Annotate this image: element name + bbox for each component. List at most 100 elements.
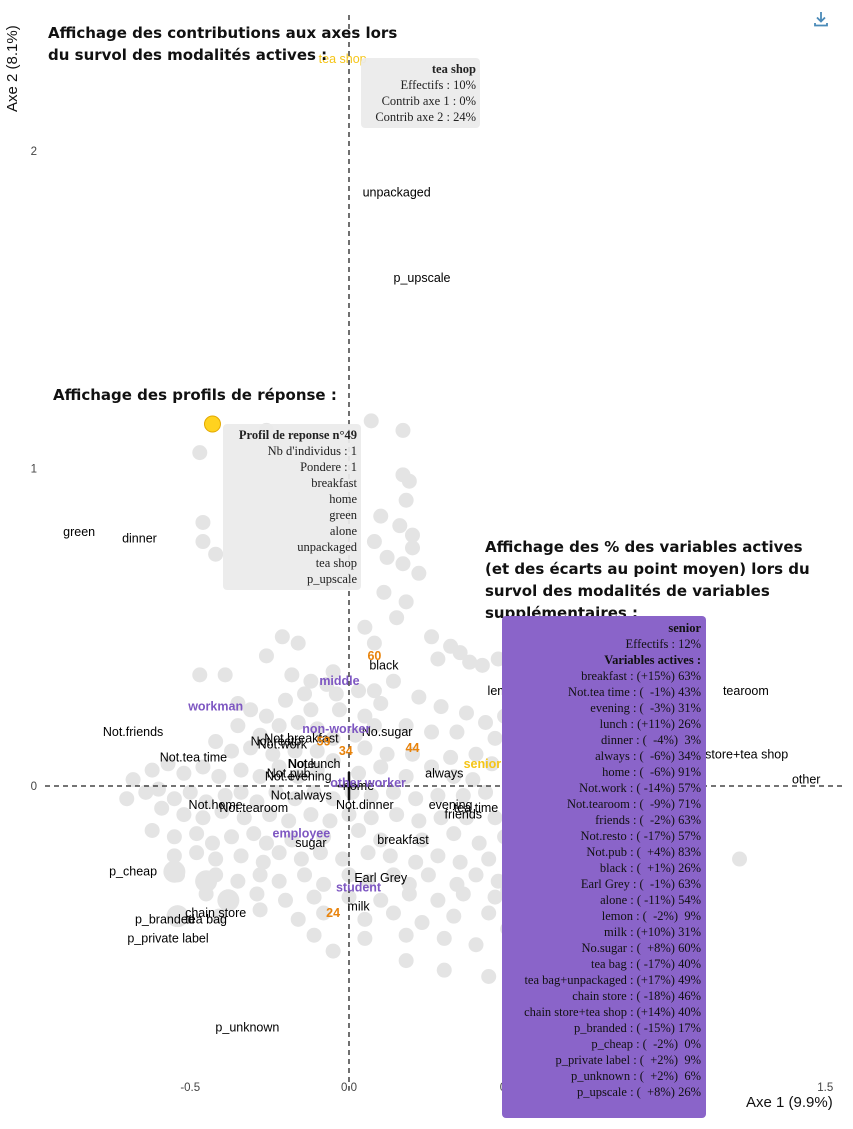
individual-point[interactable] — [465, 772, 481, 788]
individual-point[interactable] — [405, 746, 420, 762]
active-modality-label[interactable]: Not.tea time — [160, 750, 227, 764]
supplementary-modality-label[interactable]: 60 — [367, 649, 381, 663]
highlight-profile-point[interactable] — [203, 415, 221, 433]
individual-point[interactable] — [271, 718, 287, 734]
active-modality-label[interactable]: Not.home — [189, 798, 243, 812]
individual-point[interactable] — [490, 651, 506, 667]
individual-point[interactable] — [411, 689, 427, 705]
individual-point[interactable] — [360, 873, 376, 889]
individual-point[interactable] — [230, 695, 246, 711]
individual-point[interactable] — [208, 734, 224, 750]
active-modality-label[interactable]: p_private label — [127, 931, 208, 945]
individual-point[interactable] — [293, 851, 309, 867]
individual-point[interactable] — [208, 851, 224, 867]
individual-point[interactable] — [366, 683, 382, 699]
individual-point[interactable] — [468, 937, 484, 953]
individual-point[interactable] — [233, 762, 249, 778]
individual-point[interactable] — [192, 667, 208, 683]
individual-point[interactable] — [252, 902, 268, 918]
individual-point[interactable] — [217, 667, 233, 683]
individual-point[interactable] — [335, 851, 351, 867]
individual-point[interactable] — [478, 784, 494, 800]
individual-point[interactable] — [401, 886, 417, 902]
individual-point[interactable] — [258, 835, 274, 851]
individual-point[interactable] — [268, 784, 284, 800]
supplementary-modality-label[interactable]: student — [336, 881, 382, 895]
individual-point[interactable] — [405, 527, 420, 543]
active-modality-label[interactable]: friends — [445, 808, 483, 822]
individual-point[interactable] — [195, 759, 211, 775]
individual-point[interactable] — [411, 565, 427, 581]
individual-point[interactable] — [363, 788, 379, 804]
individual-point[interactable] — [366, 635, 382, 651]
active-modality-label[interactable]: Not.dinner — [336, 798, 394, 812]
individual-point[interactable] — [252, 768, 268, 784]
individual-point[interactable] — [309, 762, 325, 778]
active-modality-label[interactable]: Earl Grey — [354, 871, 408, 885]
individual-point[interactable] — [316, 829, 332, 845]
active-modality-label[interactable]: black — [369, 658, 399, 672]
individual-point[interactable] — [204, 835, 220, 851]
individual-point[interactable] — [322, 813, 338, 829]
individual-point[interactable] — [154, 800, 170, 816]
individual-point[interactable] — [325, 753, 341, 769]
individual-point[interactable] — [224, 743, 240, 759]
individual-point[interactable] — [195, 514, 211, 530]
individual-point[interactable] — [258, 648, 274, 664]
individual-point[interactable] — [398, 492, 414, 508]
individual-point[interactable] — [455, 788, 471, 804]
individual-point[interactable] — [452, 854, 468, 870]
individual-point[interactable] — [166, 848, 182, 864]
individual-point[interactable] — [433, 810, 449, 826]
individual-point[interactable] — [443, 749, 459, 765]
supplementary-modality-label[interactable]: non-worker — [302, 722, 370, 736]
active-modality-label[interactable]: No.sugar — [362, 725, 413, 739]
individual-point[interactable] — [316, 876, 332, 892]
individual-point[interactable] — [214, 803, 230, 819]
individual-point[interactable] — [271, 873, 287, 889]
individual-point[interactable] — [392, 518, 408, 534]
individual-point[interactable] — [360, 845, 376, 861]
individual-point[interactable] — [373, 892, 389, 908]
individual-point[interactable] — [481, 905, 497, 921]
individual-point[interactable] — [430, 788, 446, 804]
active-modality-label[interactable]: p_unknown — [215, 1020, 279, 1034]
individual-point[interactable] — [176, 765, 192, 781]
individual-point[interactable] — [373, 695, 389, 711]
individual-point[interactable] — [192, 445, 208, 461]
individual-point[interactable] — [363, 810, 379, 826]
individual-point[interactable] — [357, 930, 373, 946]
active-modality-label[interactable]: Not.breakfast — [264, 731, 339, 745]
individual-point[interactable] — [306, 889, 322, 905]
active-modality-label[interactable]: home — [343, 779, 374, 793]
individual-point[interactable] — [446, 826, 462, 842]
active-modality-label[interactable]: Not.work — [258, 738, 308, 752]
individual-point[interactable] — [233, 784, 249, 800]
individual-point[interactable] — [151, 781, 166, 797]
supplementary-modality-label[interactable]: middle — [319, 674, 359, 688]
individual-point[interactable] — [166, 905, 189, 928]
individual-point[interactable] — [195, 810, 211, 826]
individual-point[interactable] — [430, 892, 446, 908]
individual-point[interactable] — [290, 768, 306, 784]
individual-point[interactable] — [217, 788, 233, 804]
individual-point[interactable] — [373, 832, 389, 848]
individual-point[interactable] — [290, 715, 306, 730]
active-modality-label[interactable]: green — [63, 525, 95, 539]
individual-point[interactable] — [325, 664, 341, 680]
individual-point[interactable] — [414, 832, 430, 848]
individual-point[interactable] — [468, 867, 484, 883]
individual-point[interactable] — [351, 683, 367, 699]
individual-point[interactable] — [395, 556, 411, 572]
individual-point[interactable] — [163, 860, 186, 883]
individual-point[interactable] — [446, 768, 462, 784]
active-modality-label[interactable]: Not.lunch — [288, 757, 341, 771]
individual-point[interactable] — [243, 740, 259, 756]
individual-point[interactable] — [309, 743, 325, 759]
individual-point[interactable] — [303, 702, 319, 718]
individual-point[interactable] — [195, 534, 211, 550]
individual-point[interactable] — [385, 905, 401, 921]
individual-point[interactable] — [398, 594, 414, 610]
individual-point[interactable] — [474, 657, 490, 673]
individual-point[interactable] — [366, 718, 382, 734]
